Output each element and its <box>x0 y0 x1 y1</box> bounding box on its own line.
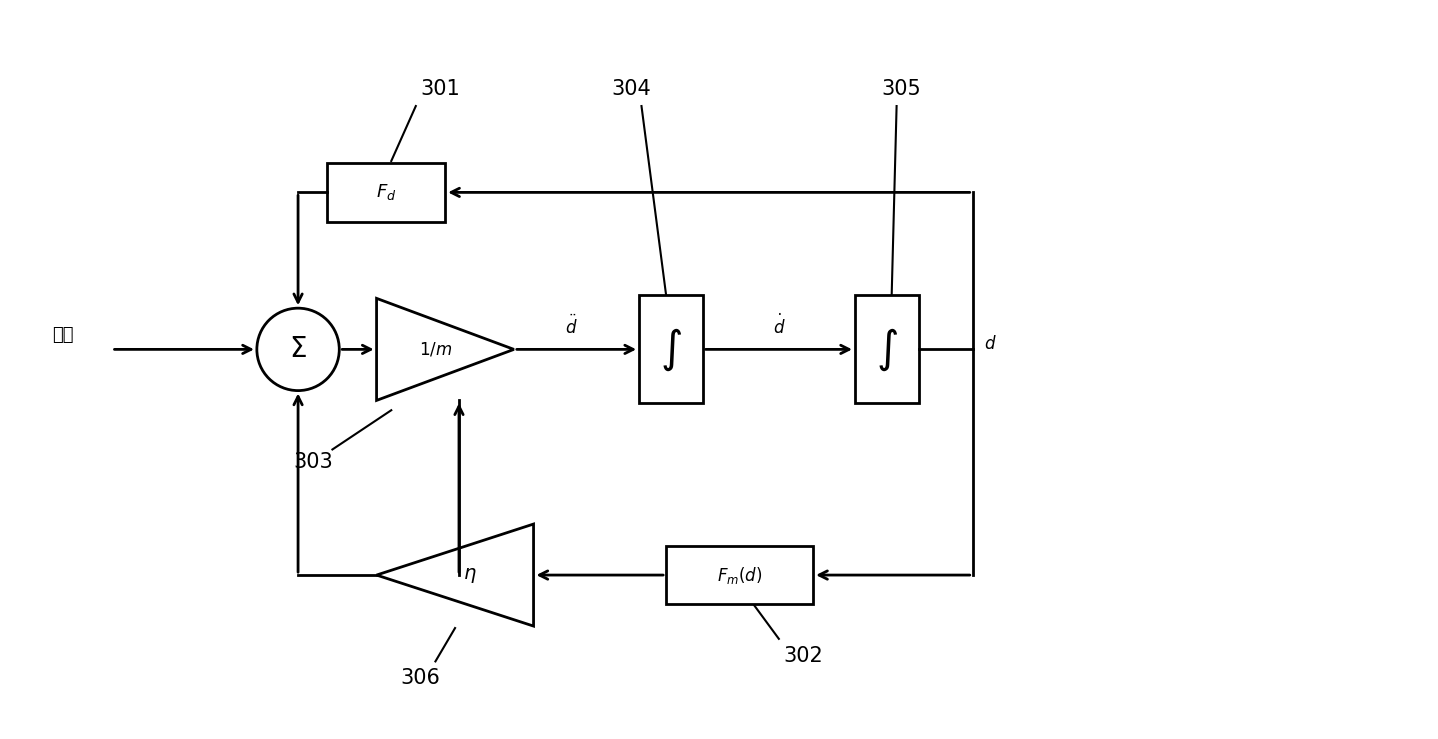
Text: 301: 301 <box>420 79 460 99</box>
Bar <box>666 545 814 605</box>
Text: $d$: $d$ <box>985 336 997 353</box>
Text: 303: 303 <box>293 452 332 472</box>
Text: $\eta$: $\eta$ <box>463 565 476 585</box>
Bar <box>638 296 703 403</box>
Text: $F_m(d)$: $F_m(d)$ <box>718 565 762 585</box>
Bar <box>328 163 446 222</box>
Text: 305: 305 <box>881 79 922 99</box>
Text: $\Sigma$: $\Sigma$ <box>289 336 306 364</box>
Text: $\int$: $\int$ <box>876 326 897 372</box>
Text: $F_d$: $F_d$ <box>377 183 397 202</box>
Text: $\int$: $\int$ <box>660 326 682 372</box>
Text: 外力: 外力 <box>52 327 73 344</box>
Bar <box>856 296 919 403</box>
Text: 306: 306 <box>401 668 440 688</box>
Text: 302: 302 <box>784 646 824 666</box>
Text: 304: 304 <box>611 79 651 99</box>
Text: $\dot{d}$: $\dot{d}$ <box>772 313 785 338</box>
Text: $1/m$: $1/m$ <box>418 341 452 358</box>
Text: $\ddot{d}$: $\ddot{d}$ <box>565 314 578 338</box>
